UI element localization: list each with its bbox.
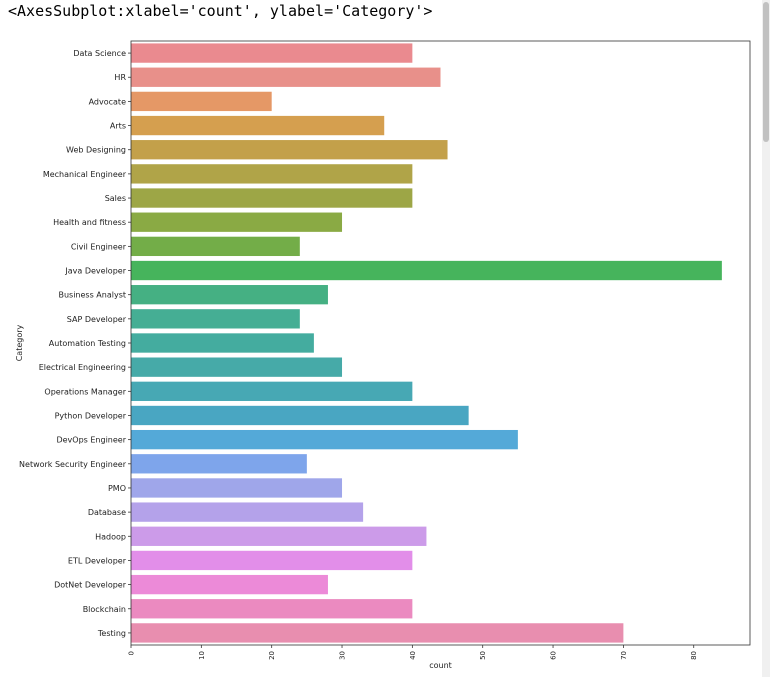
y-tick-label: Advocate [89,97,126,106]
bar-testing [131,623,624,643]
bar-devops-engineer [131,429,518,450]
x-tick-label: 70 [620,651,628,660]
y-axis-label: Category [15,324,24,361]
y-tick-label: Operations Manager [44,387,126,396]
bar-blockchain [131,599,413,619]
x-tick-labels: 0 10 20 30 40 50 60 70 80 [128,645,698,660]
y-tick-label: Blockchain [83,605,126,614]
bar-dotnet-developer [131,574,328,595]
bar-hr [131,67,441,87]
y-tick-label: Electrical Engineering [39,363,126,372]
y-tick-label: Civil Engineer [71,242,127,251]
bar-electrical-engineering [131,357,343,377]
bar-etl-developer [131,550,413,571]
bar-web-designing [131,140,448,160]
x-tick-label: 50 [479,651,487,660]
y-tick-label: Arts [110,122,126,131]
bar-advocate [131,91,272,112]
y-tick-label: Data Science [73,49,126,58]
bar-python-developer [131,405,469,426]
x-tick-label: 20 [268,651,276,660]
bar-hadoop [131,526,427,546]
y-tick-label: Network Security Engineer [19,460,127,469]
y-tick-label: ETL Developer [68,556,127,565]
bar-business-analyst [131,285,328,305]
y-tick-labels: Data Science HR Advocate Arts Web Designing M… [19,49,131,638]
bars-group [131,43,722,643]
y-tick-label: PMO [108,484,126,493]
y-tick-label: DotNet Developer [54,581,127,590]
y-tick-label: SAP Developer [67,315,127,324]
x-tick-label: 60 [550,651,558,660]
y-tick-label: Hadoop [95,532,126,541]
vertical-scrollbar[interactable] [762,0,770,677]
y-tick-label: Testing [97,629,126,638]
x-tick-label: 0 [128,651,136,655]
y-tick-label: HR [114,73,126,82]
bar-operations-manager [131,381,413,401]
bar-pmo [131,478,343,498]
x-tick-label: 10 [198,651,206,660]
bar-sap-developer [131,309,300,329]
bar-sales [131,188,413,208]
y-tick-label: DevOps Engineer [56,436,126,445]
x-axis-label: count [429,661,452,670]
y-tick-label: Mechanical Engineer [43,170,127,179]
y-tick-label: Python Developer [55,411,127,420]
y-tick-label: Health and fitness [53,218,126,227]
y-tick-label: Sales [105,194,126,203]
bar-data-science [131,43,413,63]
y-tick-label: Java Developer [64,267,126,276]
x-tick-label: 80 [690,651,698,660]
bar-java-developer [131,260,722,281]
cell-output-repr: <AxesSubplot:xlabel='count', ylabel='Cat… [8,2,433,20]
bar-arts [131,115,385,136]
y-tick-label: Web Designing [66,146,126,155]
bar-database [131,502,364,522]
bar-network-security-engineer [131,454,307,474]
bar-health-and-fitness [131,212,343,232]
bar-automation-testing [131,333,314,353]
bar-mechanical-engineer [131,164,413,184]
y-tick-label: Automation Testing [49,339,126,348]
scrollbar-thumb[interactable] [763,2,769,142]
y-tick-label: Business Analyst [58,291,126,300]
x-tick-label: 40 [409,651,417,660]
y-tick-label: Database [88,508,126,517]
axes-frame [130,40,751,646]
bar-civil-engineer [131,236,300,257]
x-tick-label: 30 [339,651,347,660]
